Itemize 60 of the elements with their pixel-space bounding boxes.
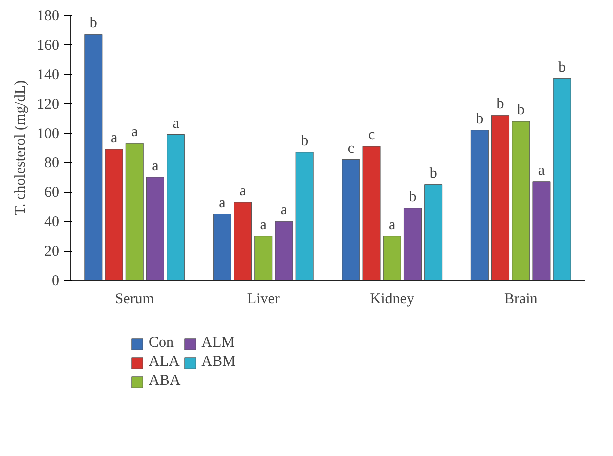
- x-tick-label: Kidney: [370, 292, 415, 308]
- x-tick-label: Serum: [115, 292, 155, 308]
- data-label: b: [430, 166, 438, 182]
- bar: [146, 177, 164, 280]
- y-tick-label: 140: [37, 67, 60, 84]
- data-label: c: [368, 128, 376, 144]
- data-label: b: [558, 60, 566, 76]
- bar: [512, 121, 530, 280]
- bar: [362, 146, 381, 280]
- y-tick-label: 60: [44, 185, 60, 202]
- data-label: b: [409, 189, 417, 206]
- data-label: a: [280, 202, 288, 219]
- y-tick-label: 40: [44, 214, 60, 231]
- bar: [234, 202, 252, 280]
- bar: [167, 134, 186, 280]
- y-tick-label: 160: [37, 38, 60, 54]
- bar: [84, 34, 103, 280]
- bar: [470, 130, 489, 280]
- bar: [296, 152, 314, 280]
- bar: [126, 143, 144, 280]
- bar: [275, 221, 294, 280]
- bar: [383, 236, 402, 280]
- data-label: c: [348, 140, 355, 157]
- legend-label: ABM: [202, 354, 236, 371]
- bar: [532, 182, 551, 280]
- legend-label: ABA: [149, 373, 181, 390]
- x-tick-label: Liver: [247, 292, 280, 308]
- legend-label: Con: [149, 335, 174, 352]
- data-label: a: [132, 124, 139, 141]
- bar: [404, 208, 422, 280]
- y-tick-label: 20: [44, 244, 60, 260]
- data-label: a: [389, 217, 396, 234]
- data-label: b: [517, 102, 525, 118]
- data-label: a: [219, 195, 226, 212]
- y-tick-label: 0: [52, 274, 60, 290]
- y-tick-label: 180: [37, 8, 60, 24]
- y-axis-title: T. cholesterol (mg/dL): [13, 80, 29, 216]
- data-label: a: [110, 130, 118, 146]
- data-label: a: [538, 162, 546, 179]
- legend-label: ALM: [202, 335, 236, 352]
- data-label: b: [496, 96, 504, 113]
- bar: [213, 214, 232, 280]
- bar: [424, 184, 443, 280]
- data-label: a: [240, 183, 247, 200]
- data-label: b: [301, 133, 309, 150]
- y-tick-label: 80: [44, 156, 60, 172]
- data-label: a: [172, 116, 180, 132]
- bar: [342, 160, 360, 280]
- data-label: b: [476, 111, 484, 128]
- legend-label: ALA: [149, 354, 180, 371]
- bar: [553, 78, 572, 280]
- y-tick-label: 100: [37, 126, 60, 142]
- bar: [105, 149, 124, 280]
- bar: [254, 236, 273, 280]
- data-label: a: [152, 158, 160, 174]
- data-label: a: [260, 217, 268, 234]
- data-label: b: [90, 16, 98, 32]
- y-tick-label: 120: [37, 96, 60, 113]
- x-tick-label: Brain: [504, 292, 538, 308]
- bar: [492, 115, 510, 280]
